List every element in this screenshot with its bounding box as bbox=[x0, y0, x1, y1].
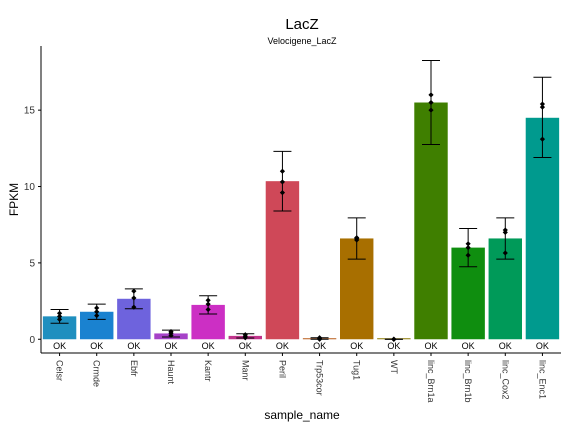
y-axis-ticks: 0 5 10 15 bbox=[24, 106, 41, 346]
status-label-linc_Cox2: OK bbox=[499, 341, 512, 351]
x-tick-label-linc_Cox2: linc_Cox2 bbox=[500, 360, 510, 400]
x-tick-label-Tug1: Tug1 bbox=[352, 360, 362, 380]
x-tick-label-linc_Enc1: linc_Enc1 bbox=[537, 360, 547, 399]
points-layer bbox=[56, 92, 546, 342]
status-label-Peril: OK bbox=[276, 341, 289, 351]
status-label-Haunt: OK bbox=[164, 341, 177, 351]
status-label-Kantr: OK bbox=[202, 341, 215, 351]
data-point-Peril-3 bbox=[279, 168, 286, 174]
status-label-WT: OK bbox=[387, 341, 400, 351]
errorbars-layer bbox=[50, 60, 552, 340]
data-point-Ebfr-1 bbox=[131, 304, 137, 310]
status-label-Manr: OK bbox=[239, 341, 252, 351]
bars-layer bbox=[42, 102, 560, 340]
x-tick-label-Crmde: Crmde bbox=[92, 360, 102, 387]
y-tick-label-0: 0 bbox=[29, 335, 35, 346]
data-point-Kantr-2 bbox=[205, 301, 211, 307]
status-label-linc_Brn1a: OK bbox=[424, 341, 437, 351]
chart-subtitle: Velocigene_LacZ bbox=[267, 36, 337, 46]
data-point-Ebfr-2 bbox=[131, 295, 137, 301]
data-point-linc_Enc1-2 bbox=[539, 104, 546, 110]
data-point-WT-3 bbox=[391, 336, 397, 342]
data-point-Tug1-3 bbox=[354, 235, 360, 241]
data-point-Haunt-3 bbox=[168, 329, 174, 335]
status-label-linc_Enc1: OK bbox=[536, 341, 549, 351]
status-label-Celsr: OK bbox=[53, 341, 66, 351]
data-point-Crmde-1 bbox=[94, 312, 100, 319]
y-tick-label-10: 10 bbox=[24, 182, 36, 193]
data-point-linc_Brn1a-1 bbox=[428, 107, 434, 113]
x-tick-label-Trp53cor: Trp53cor bbox=[315, 360, 325, 396]
ok-labels-layer: OK OK OK OK OK OK OK OK OK OK OK OK OK OK bbox=[53, 341, 549, 351]
data-point-Kantr-1 bbox=[205, 306, 211, 313]
data-point-Crmde-3 bbox=[94, 305, 100, 311]
data-point-linc_Brn1a-3 bbox=[428, 92, 434, 98]
data-point-linc_Brn1b-1 bbox=[465, 252, 471, 258]
data-point-linc_Enc1-3 bbox=[539, 101, 546, 107]
data-point-Celsr-3 bbox=[56, 310, 63, 316]
x-tick-label-Haunt: Haunt bbox=[166, 360, 176, 385]
data-point-Manr-3 bbox=[242, 332, 248, 338]
errorbar-linc_Enc1 bbox=[533, 76, 552, 158]
y-tick-label-15: 15 bbox=[24, 106, 36, 117]
data-point-linc_Brn1a-2 bbox=[428, 99, 434, 106]
chart-title: LacZ bbox=[285, 16, 318, 33]
status-label-Crmde: OK bbox=[90, 341, 103, 351]
data-point-Celsr-2 bbox=[56, 313, 63, 319]
data-point-linc_Cox2-3 bbox=[502, 227, 508, 233]
x-tick-label-Kantr: Kantr bbox=[203, 360, 213, 382]
data-point-Kantr-3 bbox=[205, 297, 211, 303]
x-tick-label-WT: WT bbox=[389, 360, 399, 374]
y-tick-label-5: 5 bbox=[29, 258, 35, 269]
y-axis-label: FPKM bbox=[7, 183, 21, 216]
status-label-Trp53cor: OK bbox=[313, 341, 326, 351]
status-label-Tug1: OK bbox=[350, 341, 363, 351]
x-tick-label-Celsr: Celsr bbox=[55, 360, 65, 381]
bar-Celsr bbox=[42, 316, 77, 340]
data-point-Peril-2 bbox=[279, 179, 286, 185]
status-label-Ebfr: OK bbox=[127, 341, 140, 351]
data-point-linc_Cox2-1 bbox=[502, 250, 508, 256]
x-tick-label-linc_Brn1a: linc_Brn1a bbox=[426, 360, 436, 403]
x-axis-ticks: Celsr Crmde Ebfr Haunt Kantr Manr Peril Trp53co… bbox=[55, 353, 547, 403]
data-point-Celsr-1 bbox=[56, 316, 63, 322]
data-point-Ebfr-3 bbox=[131, 288, 137, 294]
x-tick-label-linc_Brn1b: linc_Brn1b bbox=[463, 360, 473, 403]
data-point-linc_Enc1-1 bbox=[539, 136, 546, 142]
data-point-linc_Brn1b-3 bbox=[465, 241, 471, 247]
x-tick-label-Manr: Manr bbox=[240, 360, 250, 381]
status-label-linc_Brn1b: OK bbox=[462, 341, 475, 351]
data-point-Crmde-2 bbox=[94, 309, 100, 315]
data-point-Peril-1 bbox=[279, 190, 286, 196]
data-point-Trp53cor-3 bbox=[316, 335, 323, 341]
x-tick-label-Ebfr: Ebfr bbox=[129, 360, 139, 377]
x-axis-label: sample_name bbox=[264, 408, 340, 422]
data-point-linc_Brn1b-2 bbox=[465, 245, 471, 251]
x-tick-label-Peril: Peril bbox=[277, 360, 287, 378]
